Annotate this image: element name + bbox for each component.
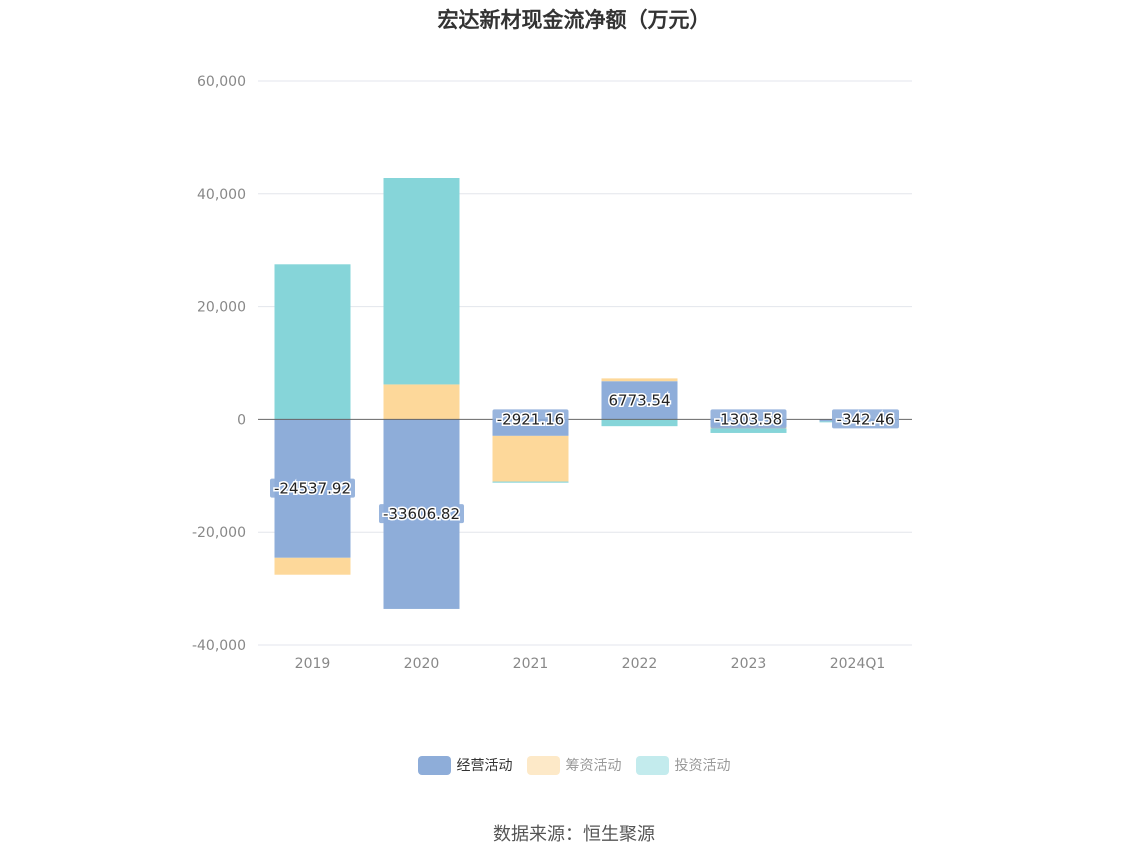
data-labels: -24537.92 -33606.82 -2921.16 6773.54 -1303.5… bbox=[270, 390, 899, 525]
legend-swatch-operating bbox=[417, 755, 451, 775]
y-tick-label: 60,000 bbox=[197, 74, 246, 90]
x-tick-label: 2024Q1 bbox=[830, 656, 886, 672]
bar-financing-2021[interactable] bbox=[492, 435, 569, 482]
legend-label-financing: 筹资活动 bbox=[565, 758, 622, 774]
data-label-bg bbox=[606, 390, 673, 410]
x-axis-ticks: 2019 2020 2021 2022 2023 2024Q1 bbox=[295, 656, 886, 672]
bar-investing-2023[interactable] bbox=[710, 428, 787, 433]
data-label-bg bbox=[832, 409, 899, 429]
data-label-bg bbox=[379, 504, 464, 524]
legend-swatch-investing bbox=[635, 755, 669, 775]
data-source: 数据来源：恒生聚源 bbox=[493, 824, 655, 845]
y-tick-label: 40,000 bbox=[197, 187, 246, 203]
data-label-bg bbox=[492, 409, 569, 429]
y-axis-ticks: 60,000 40,000 20,000 0 -20,000 -40,000 bbox=[192, 74, 246, 654]
x-tick-label: 2022 bbox=[622, 656, 658, 672]
bar-financing-2020[interactable] bbox=[383, 384, 460, 420]
x-tick-label: 2023 bbox=[731, 656, 767, 672]
legend-item-financing[interactable]: 筹资活动 bbox=[526, 755, 622, 775]
legend: 经营活动 筹资活动 投资活动 bbox=[0, 755, 1148, 775]
data-label: -1303.58 bbox=[715, 410, 782, 428]
chart-title: 宏达新材现金流净额（万元） bbox=[437, 8, 711, 32]
bar-investing-2021[interactable] bbox=[492, 481, 569, 483]
bar-investing-2022[interactable] bbox=[601, 419, 678, 427]
bar-financing-2022[interactable] bbox=[601, 378, 678, 382]
data-label: -24537.92 bbox=[274, 480, 351, 498]
x-tick-label: 2020 bbox=[404, 656, 440, 672]
bar-financing-2019[interactable] bbox=[274, 557, 351, 575]
y-tick-label: 20,000 bbox=[197, 300, 246, 316]
data-label: -33606.82 bbox=[383, 505, 460, 523]
legend-label-operating: 经营活动 bbox=[456, 758, 513, 774]
bars bbox=[274, 178, 896, 609]
data-label-bg bbox=[270, 478, 355, 498]
gridlines bbox=[258, 80, 912, 646]
data-label: 6773.54 bbox=[608, 391, 670, 409]
y-tick-label: -40,000 bbox=[192, 638, 246, 654]
bar-investing-2019[interactable] bbox=[274, 264, 351, 420]
data-label: -2921.16 bbox=[497, 410, 564, 428]
x-tick-label: 2021 bbox=[513, 656, 549, 672]
data-label-bg bbox=[710, 409, 787, 429]
legend-item-operating[interactable]: 经营活动 bbox=[417, 755, 513, 775]
y-tick-label: 0 bbox=[237, 412, 246, 428]
legend-label-investing: 投资活动 bbox=[674, 758, 731, 774]
bar-investing-2020[interactable] bbox=[383, 178, 460, 385]
y-tick-label: -20,000 bbox=[192, 525, 246, 541]
legend-swatch-financing bbox=[526, 755, 560, 775]
legend-item-investing[interactable]: 投资活动 bbox=[635, 755, 731, 775]
data-label: -342.46 bbox=[837, 410, 895, 428]
x-tick-label: 2019 bbox=[295, 656, 331, 672]
